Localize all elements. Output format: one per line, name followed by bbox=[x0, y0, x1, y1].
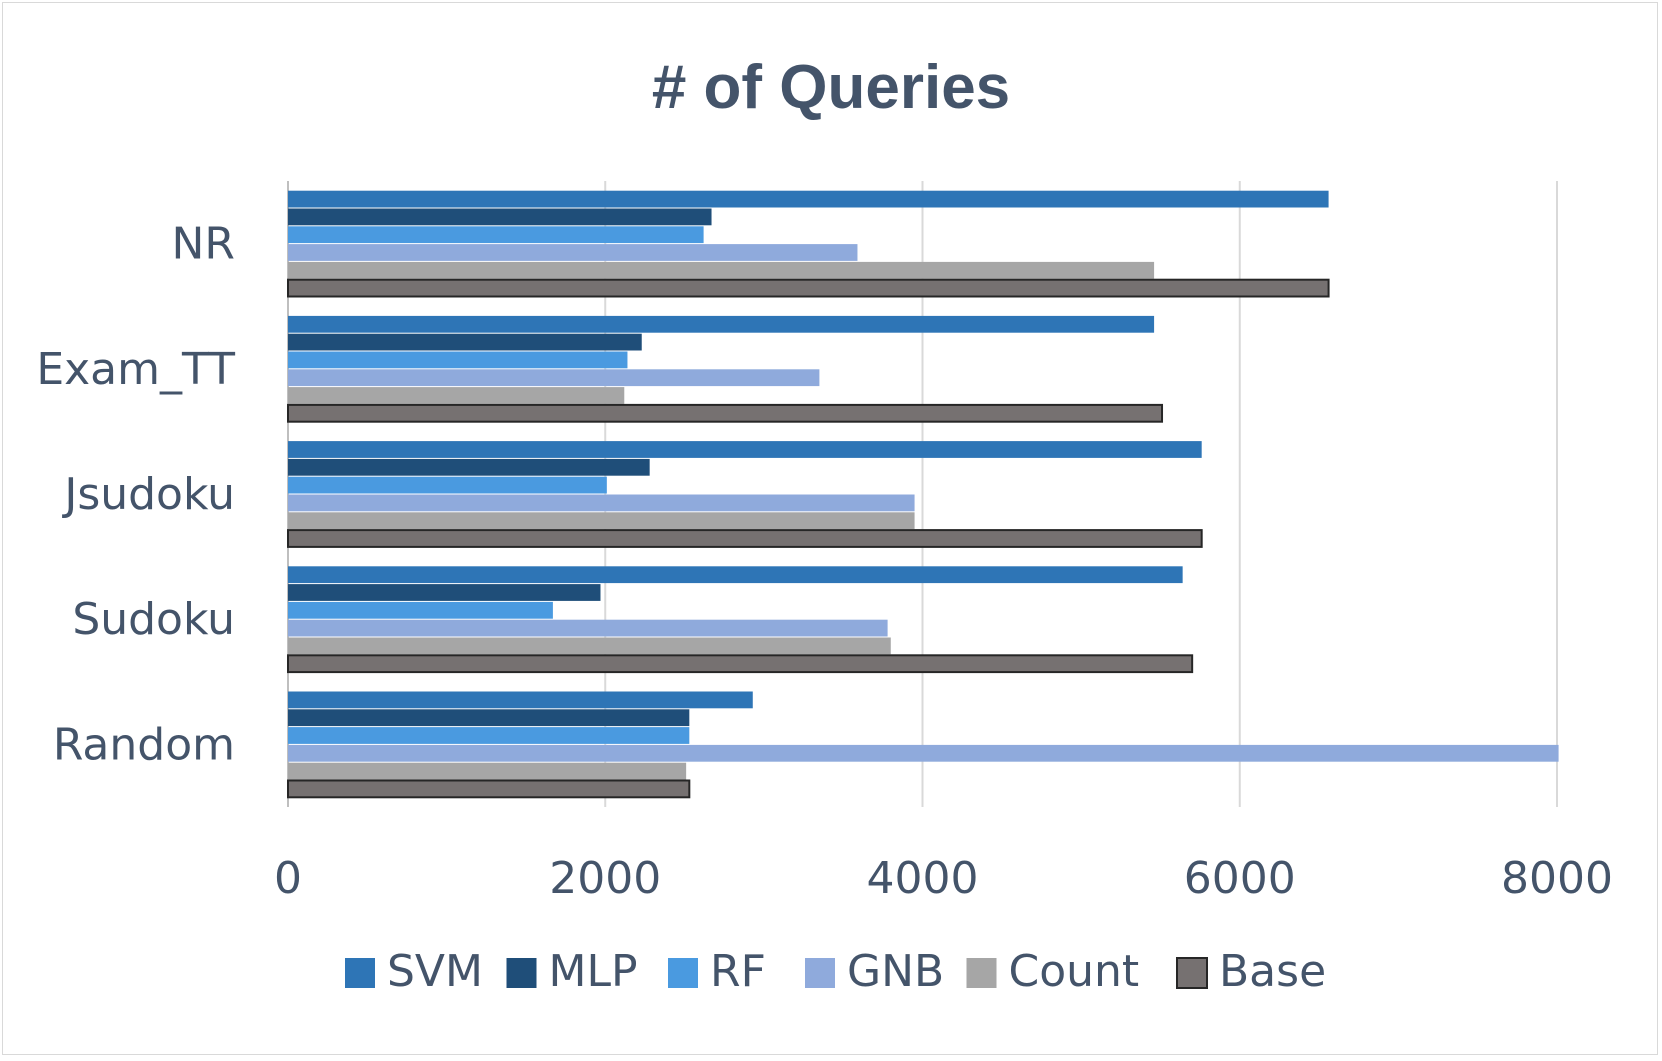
bar-random-svm bbox=[288, 691, 753, 709]
x-axis-ticks: 0 2000 4000 6000 8000 bbox=[274, 853, 1613, 904]
legend-label-base: Base bbox=[1219, 946, 1326, 997]
bar-exam-tt-rf bbox=[288, 351, 628, 369]
tick-label-2000: 2000 bbox=[549, 853, 661, 904]
legend-swatch-gnb bbox=[805, 958, 835, 988]
bar-random-rf bbox=[288, 727, 690, 744]
tick-label-4000: 4000 bbox=[867, 853, 979, 904]
bar-jsudoku-rf bbox=[288, 476, 607, 494]
legend-item-gnb: GNB bbox=[805, 946, 944, 997]
chart-title: # of Queries bbox=[652, 53, 1010, 122]
bar-nr-gnb bbox=[288, 244, 858, 261]
bar-exam-tt-count bbox=[288, 387, 625, 404]
legend-swatch-count bbox=[966, 958, 997, 988]
legend-label-count: Count bbox=[1009, 946, 1140, 997]
category-label-jsudoku: Jsudoku bbox=[61, 469, 235, 520]
bar-jsudoku-count bbox=[288, 512, 915, 530]
category-label-random: Random bbox=[53, 719, 235, 770]
bar-sudoku-mlp bbox=[288, 584, 601, 601]
category-label-sudoku: Sudoku bbox=[72, 594, 235, 645]
legend-item-count: Count bbox=[966, 946, 1140, 997]
bar-jsudoku-svm bbox=[288, 441, 1202, 458]
bar-jsudoku-gnb bbox=[288, 494, 915, 512]
bar-random-gnb bbox=[288, 744, 1559, 762]
bar-exam-tt-svm bbox=[288, 315, 1155, 333]
bar-exam-tt-base bbox=[287, 403, 1164, 423]
tick-label-6000: 6000 bbox=[1184, 853, 1296, 904]
legend: SVM MLP RF GNB Count Base bbox=[345, 946, 1326, 997]
bar-random-count bbox=[288, 762, 687, 780]
bar-sudoku-count bbox=[288, 637, 891, 655]
category-label-nr: NR bbox=[172, 219, 236, 270]
category-labels: NR Exam_TT Jsudoku Sudoku Random bbox=[36, 219, 235, 771]
category-label-exam-tt: Exam_TT bbox=[36, 344, 235, 395]
bar-nr-mlp bbox=[288, 208, 712, 226]
bar-sudoku-base bbox=[287, 654, 1194, 674]
bar-chart: # of Queries NR Exam_TT Jsudoku Sudoku Rando… bbox=[36, 53, 1613, 997]
legend-item-mlp: MLP bbox=[506, 946, 638, 997]
tick-label-8000: 8000 bbox=[1501, 853, 1613, 904]
legend-label-gnb: GNB bbox=[847, 946, 944, 997]
legend-swatch-svm bbox=[345, 958, 375, 988]
bar-random-base bbox=[287, 779, 691, 799]
legend-label-svm: SVM bbox=[387, 946, 483, 997]
legend-swatch-mlp bbox=[506, 958, 537, 988]
bar-jsudoku-mlp bbox=[288, 458, 650, 476]
bars bbox=[287, 190, 1559, 799]
bar-sudoku-svm bbox=[288, 566, 1183, 584]
legend-swatch-base bbox=[1176, 957, 1208, 989]
legend-item-base: Base bbox=[1176, 946, 1326, 997]
bar-sudoku-gnb bbox=[288, 619, 888, 637]
bar-random-mlp bbox=[288, 709, 690, 727]
legend-item-rf: RF bbox=[668, 946, 766, 997]
bar-nr-svm bbox=[288, 190, 1329, 208]
legend-item-svm: SVM bbox=[345, 946, 483, 997]
bar-exam-tt-gnb bbox=[288, 369, 820, 387]
bar-nr-count bbox=[288, 261, 1155, 279]
bar-nr-base bbox=[287, 278, 1330, 298]
legend-swatch-rf bbox=[668, 958, 698, 988]
bar-exam-tt-mlp bbox=[288, 333, 642, 351]
bar-jsudoku-base bbox=[287, 529, 1203, 548]
tick-label-0: 0 bbox=[274, 853, 302, 904]
bar-sudoku-rf bbox=[288, 601, 553, 619]
bar-nr-rf bbox=[288, 226, 704, 244]
legend-label-rf: RF bbox=[710, 946, 766, 997]
legend-label-mlp: MLP bbox=[549, 946, 638, 997]
